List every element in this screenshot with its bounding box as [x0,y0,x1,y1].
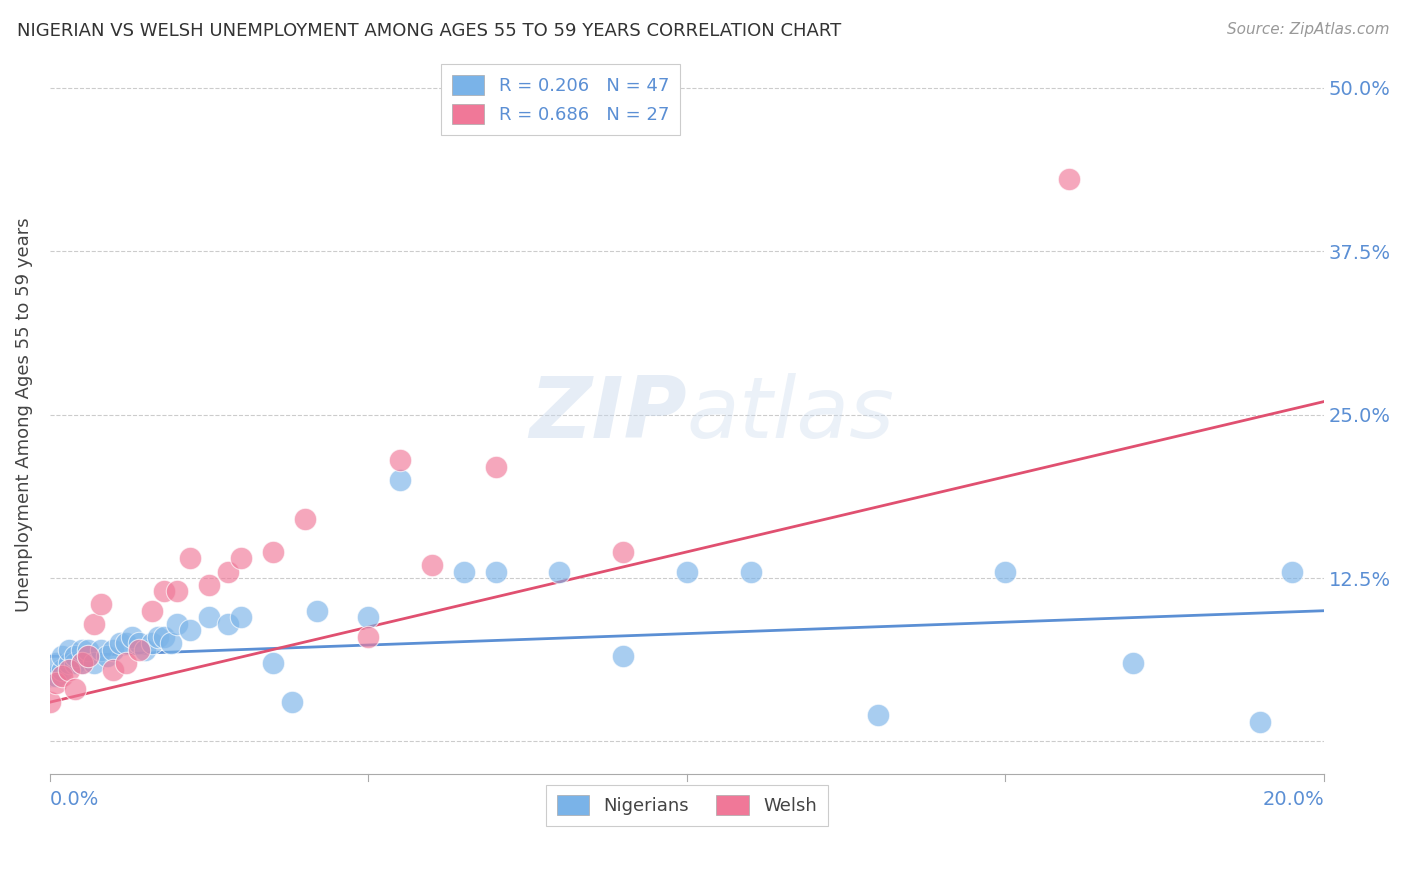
Point [58,656,80,670]
Point [166,616,188,631]
Point [115,656,138,670]
Point [128,636,150,650]
Point [281,695,304,709]
Point [141,636,163,650]
Y-axis label: Unemployment Among Ages 55 to 59 years: Unemployment Among Ages 55 to 59 years [15,218,32,612]
Point [103,643,125,657]
Text: 0.0%: 0.0% [49,789,98,809]
Point [83,656,105,670]
Point [58,663,80,677]
Point [63,682,86,697]
Point [548,565,571,579]
Point [77,643,100,657]
Text: Source: ZipAtlas.com: Source: ZipAtlas.com [1226,22,1389,37]
Point [294,512,316,526]
Point [121,630,143,644]
Point [229,551,252,566]
Point [262,656,284,670]
Point [146,630,169,644]
Point [1281,565,1303,579]
Point [198,577,221,591]
Text: ZIP: ZIP [529,373,688,456]
Point [179,624,201,638]
Point [38,669,60,683]
Point [1057,172,1080,186]
Point [51,663,73,677]
Point [134,643,156,657]
Text: NIGERIAN VS WELSH UNEMPLOYMENT AMONG AGES 55 TO 59 YEARS CORRELATION CHART: NIGERIAN VS WELSH UNEMPLOYMENT AMONG AGE… [17,22,841,40]
Point [153,630,176,644]
Point [740,565,762,579]
Text: 20.0%: 20.0% [1263,789,1324,809]
Point [63,649,86,664]
Point [159,636,181,650]
Point [96,649,118,664]
Point [229,610,252,624]
Point [45,669,67,683]
Point [63,656,86,670]
Point [198,610,221,624]
Point [389,473,412,487]
Point [420,558,443,572]
Point [612,545,634,559]
Point [45,675,67,690]
Point [166,584,188,599]
Point [676,565,699,579]
Point [485,565,508,579]
Point [108,636,131,650]
Point [77,649,100,664]
Point [357,630,380,644]
Point [83,616,105,631]
Point [90,643,112,657]
Point [103,663,125,677]
Point [307,604,329,618]
Point [1249,714,1271,729]
Point [70,643,93,657]
Point [389,453,412,467]
Point [262,545,284,559]
Point [70,656,93,670]
Point [1122,656,1144,670]
Point [51,669,73,683]
Point [38,695,60,709]
Point [77,649,100,664]
Point [866,708,889,723]
Point [45,656,67,670]
Point [90,597,112,611]
Point [141,604,163,618]
Point [128,643,150,657]
Point [51,649,73,664]
Point [153,584,176,599]
Point [179,551,201,566]
Point [217,565,239,579]
Point [70,656,93,670]
Text: atlas: atlas [688,373,894,456]
Point [115,636,138,650]
Point [994,565,1017,579]
Legend: Nigerians, Welsh: Nigerians, Welsh [546,785,828,826]
Point [357,610,380,624]
Point [453,565,475,579]
Point [485,459,508,474]
Point [58,643,80,657]
Point [217,616,239,631]
Point [612,649,634,664]
